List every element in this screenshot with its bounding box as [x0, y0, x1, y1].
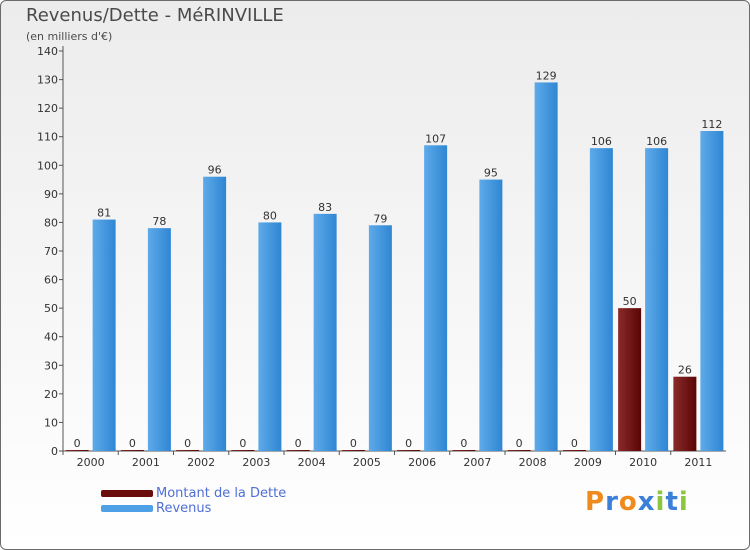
- bar-revenus: [147, 228, 171, 451]
- legend-swatch-dette: [101, 490, 153, 497]
- data-label-dette: 0: [129, 437, 136, 450]
- legend-label-revenus: Revenus: [156, 501, 212, 516]
- bar-dette: [231, 450, 255, 451]
- x-tick-label: 2002: [187, 456, 215, 469]
- chart-subtitle: (en milliers d'€): [26, 30, 113, 43]
- data-label-revenus: 96: [208, 164, 222, 177]
- y-tick-label: 0: [51, 445, 58, 458]
- x-tick-label: 2003: [242, 456, 270, 469]
- bar-revenus: [424, 145, 448, 452]
- y-tick-label: 20: [44, 388, 58, 401]
- data-label-dette: 0: [405, 437, 412, 450]
- legend-swatch-revenus: [101, 505, 153, 512]
- data-label-revenus: 81: [97, 207, 111, 220]
- y-tick-label: 60: [44, 274, 58, 287]
- data-label-dette: 0: [571, 437, 578, 450]
- data-label-revenus: 107: [425, 132, 446, 145]
- data-label-revenus: 106: [591, 135, 612, 148]
- bar-dette: [618, 308, 642, 451]
- data-label-revenus: 78: [152, 215, 166, 228]
- y-tick-label: 120: [37, 102, 58, 115]
- y-tick-label: 80: [44, 216, 58, 229]
- x-tick-label: 2000: [77, 456, 105, 469]
- data-label-dette: 0: [74, 437, 81, 450]
- bar-revenus: [313, 213, 337, 451]
- logo-letter: t: [665, 487, 679, 517]
- bar-revenus: [479, 179, 503, 452]
- y-tick-label: 130: [37, 74, 58, 87]
- bar-revenus: [258, 222, 282, 451]
- data-label-dette: 0: [350, 437, 357, 450]
- y-tick-label: 10: [44, 416, 58, 429]
- data-label-dette: 0: [239, 437, 246, 450]
- x-tick-label: 2004: [298, 456, 326, 469]
- data-label-dette: 0: [184, 437, 191, 450]
- y-tick-label: 100: [37, 159, 58, 172]
- bar-revenus: [203, 176, 227, 451]
- proxiti-logo: Proxiti: [585, 487, 689, 517]
- x-tick-label: 2005: [353, 456, 381, 469]
- logo-letter: x: [637, 487, 656, 517]
- bar-dette: [507, 450, 531, 451]
- bar-revenus: [92, 219, 116, 451]
- bar-dette: [65, 450, 89, 451]
- x-tick-label: 2011: [684, 456, 712, 469]
- bar-dette: [562, 450, 586, 451]
- chart-title: Revenus/Dette - MéRINVILLE: [26, 5, 284, 26]
- x-tick-label: 2008: [519, 456, 547, 469]
- logo-letter: i: [655, 487, 666, 517]
- data-label-dette: 0: [516, 437, 523, 450]
- data-label-revenus: 95: [484, 167, 498, 180]
- logo-letter: r: [605, 487, 619, 517]
- data-label-revenus: 83: [318, 201, 332, 214]
- x-tick-label: 2010: [629, 456, 657, 469]
- y-tick-label: 40: [44, 331, 58, 344]
- data-label-dette: 0: [460, 437, 467, 450]
- bar-dette: [452, 450, 476, 451]
- bar-dette: [673, 376, 697, 451]
- data-label-revenus: 129: [536, 69, 557, 82]
- y-tick-label: 50: [44, 302, 58, 315]
- bar-revenus: [700, 131, 724, 451]
- data-label-dette: 50: [623, 295, 637, 308]
- y-tick-label: 140: [37, 45, 58, 58]
- logo-letter: i: [678, 487, 689, 517]
- y-tick-label: 90: [44, 188, 58, 201]
- x-tick-label: 2001: [132, 456, 160, 469]
- bar-revenus: [534, 82, 558, 451]
- y-tick-label: 110: [37, 131, 58, 144]
- x-tick-label: 2006: [408, 456, 436, 469]
- bar-dette: [286, 450, 310, 451]
- data-label-revenus: 79: [373, 212, 387, 225]
- bar-dette: [341, 450, 365, 451]
- data-label-dette: 26: [678, 364, 692, 377]
- x-tick-label: 2007: [463, 456, 491, 469]
- logo-letter: P: [585, 487, 606, 517]
- y-tick-label: 70: [44, 245, 58, 258]
- data-label-revenus: 112: [701, 118, 722, 131]
- bar-dette: [120, 450, 144, 451]
- x-tick-label: 2009: [574, 456, 602, 469]
- bar-revenus: [368, 225, 392, 451]
- logo-letter: o: [618, 487, 638, 517]
- bar-revenus: [589, 148, 613, 451]
- y-tick-label: 30: [44, 359, 58, 372]
- bar-dette: [176, 450, 200, 451]
- bar-dette: [397, 450, 421, 451]
- bar-revenus: [645, 148, 669, 451]
- data-label-revenus: 106: [646, 135, 667, 148]
- data-label-revenus: 80: [263, 209, 277, 222]
- data-label-dette: 0: [295, 437, 302, 450]
- legend-label-dette: Montant de la Dette: [156, 486, 287, 501]
